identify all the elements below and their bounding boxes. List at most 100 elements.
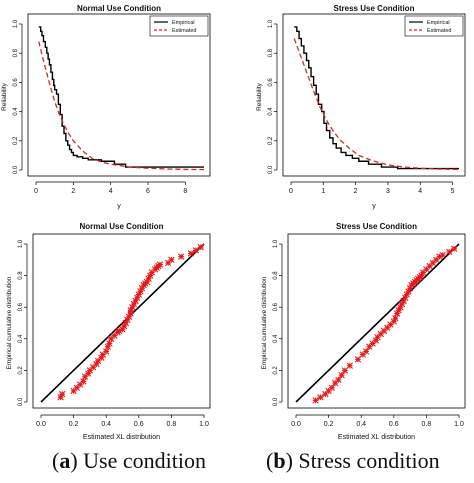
data-point [374, 334, 381, 341]
x-tick-label: 0.0 [291, 421, 301, 428]
y-tick-label: 0.0 [13, 165, 19, 174]
reference-line [40, 243, 205, 403]
chart-panel-4: Stress Use Condition 0.0 0.2 0.4 0.6 0.8 1.0 Es… [261, 222, 466, 441]
series-line-empirical [38, 26, 204, 168]
y-tick-label: 0.2 [273, 366, 279, 375]
data-point [80, 378, 87, 385]
chart-title: Normal Use Condition [77, 4, 161, 13]
data-point [312, 397, 319, 404]
legend: Empirical Estimated [149, 15, 209, 37]
x-tick-label: 4 [418, 188, 422, 195]
data-point [359, 351, 367, 358]
y-tick-label: 1.0 [13, 19, 19, 28]
x-axis-label: y [117, 203, 121, 210]
data-point [338, 371, 345, 379]
series-line-estimated [38, 41, 205, 171]
plot-frame [27, 13, 211, 177]
series-line-empirical [294, 26, 459, 170]
reference-line [295, 243, 460, 403]
x-tick-label: 0.0 [36, 421, 46, 428]
x-tick-label: 1 [321, 188, 325, 195]
data-point [341, 367, 349, 374]
x-tick-label: 6 [146, 188, 150, 195]
series-line-estimated [293, 38, 460, 171]
data-point [354, 356, 362, 363]
y-tick-label: 0.6 [18, 302, 24, 311]
data-point [99, 351, 107, 358]
y-axis-label: Reliability [256, 82, 263, 111]
y-tick-label: 0.4 [273, 334, 279, 343]
x-tick-label: 2 [71, 188, 75, 195]
x-tick-label: 2 [354, 188, 358, 195]
data-point [369, 340, 376, 347]
y-tick-label: 0.2 [268, 136, 274, 145]
y-tick-label: 0.8 [268, 48, 274, 57]
chart-title: Normal Use Condition [79, 222, 163, 231]
y-tick-label: 1.0 [273, 239, 279, 248]
y-tick-label: 0.0 [268, 165, 274, 174]
x-tick-label: 0 [34, 188, 38, 195]
figure-canvas: Normal Use Condition 0 2 4 6 8 y 0.0 0.2 0.4 0.6 0.… [1, 4, 466, 441]
legend: Empirical Estimated [404, 15, 464, 37]
y-tick-label: 0.4 [13, 107, 19, 116]
data-point [156, 261, 164, 268]
x-tick-label: 0.6 [389, 421, 399, 428]
data-point [392, 315, 399, 322]
x-tick-label: 0.4 [101, 421, 111, 428]
x-tick-label: 0.4 [356, 421, 366, 428]
caption-b-text: Stress condition [298, 448, 440, 473]
chart-title: Stress Use Condition [334, 4, 415, 13]
x-tick-label: 8 [183, 188, 187, 195]
data-point [187, 250, 195, 257]
legend-label-empirical: Empirical [427, 20, 450, 26]
y-tick-label: 0.8 [273, 271, 279, 280]
caption-b: (b) Stress condition [266, 448, 440, 473]
x-axis-label: Estimated XL distribution [338, 434, 415, 441]
data-point [135, 291, 142, 298]
legend-label-estimated: Estimated [172, 28, 196, 34]
y-tick-label: 0.2 [18, 366, 24, 375]
caption-a-label: a [59, 448, 71, 473]
legend-label-estimated: Estimated [427, 28, 451, 34]
data-point [398, 300, 406, 308]
y-tick-label: 0.4 [268, 107, 274, 116]
chart-title: Stress Use Condition [336, 222, 417, 231]
plot-frame [32, 233, 211, 409]
data-point [346, 362, 353, 369]
chart-panel-3: Normal Use Condition 0.0 0.2 0.4 0.6 0.8 1.0 Es… [6, 222, 211, 441]
plot-frame [282, 13, 466, 177]
y-tick-label: 0.2 [13, 136, 19, 145]
data-point [81, 373, 89, 380]
data-point [168, 256, 175, 263]
data-point [362, 348, 370, 355]
y-tick-label: 0.0 [18, 397, 24, 406]
data-point [86, 367, 94, 374]
y-axis-label: Empirical cumulative distribution [261, 276, 268, 369]
y-tick-label: 1.0 [268, 19, 274, 28]
x-tick-label: 0.8 [167, 421, 177, 428]
legend-box [149, 15, 209, 37]
data-point [106, 340, 113, 347]
y-tick-label: 0.6 [273, 302, 279, 311]
legend-box [404, 15, 464, 37]
data-point [439, 251, 446, 259]
x-tick-label: 1.0 [454, 421, 464, 428]
y-axis-label: Empirical cumulative distribution [6, 276, 13, 369]
x-tick-label: 3 [386, 188, 390, 195]
y-tick-label: 0.4 [18, 334, 24, 343]
legend-label-empirical: Empirical [172, 20, 195, 26]
chart-panel-2: Stress Use Condition 0 1 2 3 4 5 y 0.0 0.2 0.4 0.6 0… [256, 4, 466, 210]
data-point [328, 384, 336, 391]
x-tick-label: 1.0 [199, 421, 209, 428]
y-tick-label: 0.6 [268, 78, 274, 87]
y-tick-label: 0.8 [18, 271, 24, 280]
x-tick-label: 0.2 [69, 421, 79, 428]
x-tick-label: 0 [289, 188, 293, 195]
caption-a: (a) Use condition [52, 448, 206, 473]
x-tick-label: 0.6 [134, 421, 144, 428]
data-point [197, 243, 204, 251]
data-point [103, 348, 110, 355]
x-axis-label: Estimated XL distribution [83, 434, 160, 441]
x-axis-label: y [372, 203, 376, 210]
data-point [120, 322, 128, 330]
